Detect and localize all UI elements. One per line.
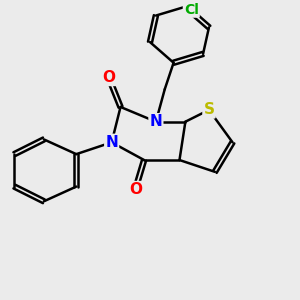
- Text: N: N: [105, 135, 118, 150]
- Text: O: O: [102, 70, 115, 85]
- Text: N: N: [149, 114, 162, 129]
- Text: O: O: [129, 182, 142, 197]
- Text: S: S: [203, 102, 214, 117]
- Text: Cl: Cl: [184, 3, 199, 17]
